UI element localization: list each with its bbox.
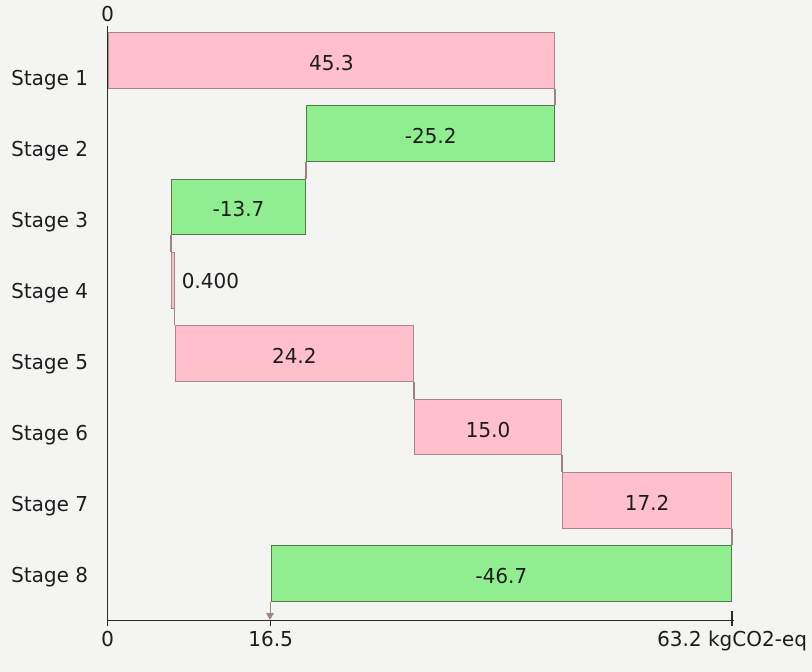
y-axis-line — [106, 26, 109, 621]
waterfall-bar-stage-4 — [170, 252, 175, 309]
x-tick-mark — [106, 621, 109, 627]
waterfall-bar-stage-8 — [270, 545, 732, 602]
total-arrow-line — [269, 601, 272, 614]
category-label-stage-4: Stage 4 — [11, 279, 88, 304]
total-arrow-head — [266, 613, 275, 620]
waterfall-bar-stage-3 — [170, 178, 307, 236]
x-axis-end-tick — [731, 611, 733, 620]
connector-line — [731, 528, 733, 546]
axis-origin-top-label: 0 — [101, 2, 114, 26]
x-tick-label: 16.5 — [248, 627, 293, 651]
waterfall-bar-stage-7 — [562, 472, 732, 529]
category-label-stage-1: Stage 1 — [11, 66, 88, 90]
connector-line — [169, 235, 172, 253]
x-tick-mark — [731, 621, 733, 627]
category-label-stage-7: Stage 7 — [11, 492, 88, 517]
connector-line — [413, 381, 415, 399]
category-label-stage-3: Stage 3 — [11, 208, 88, 233]
category-label-stage-2: Stage 2 — [11, 137, 88, 162]
connector-line — [173, 308, 176, 326]
x-tick-label: 63.2 kgCO2-eq — [657, 627, 807, 651]
connector-line — [554, 88, 556, 106]
category-label-stage-6: Stage 6 — [11, 421, 88, 446]
connector-line — [561, 455, 563, 473]
x-axis-line — [106, 619, 734, 622]
connector-line — [305, 161, 307, 179]
x-tick-label: 0 — [101, 627, 114, 651]
waterfall-bar-stage-1 — [107, 32, 556, 89]
waterfall-bar-stage-6 — [413, 398, 563, 456]
waterfall-bar-stage-5 — [174, 325, 414, 382]
waterfall-bar-stage-2 — [306, 105, 556, 162]
x-tick-mark — [269, 621, 272, 627]
category-label-stage-8: Stage 8 — [11, 563, 88, 588]
category-label-stage-5: Stage 5 — [11, 350, 88, 375]
